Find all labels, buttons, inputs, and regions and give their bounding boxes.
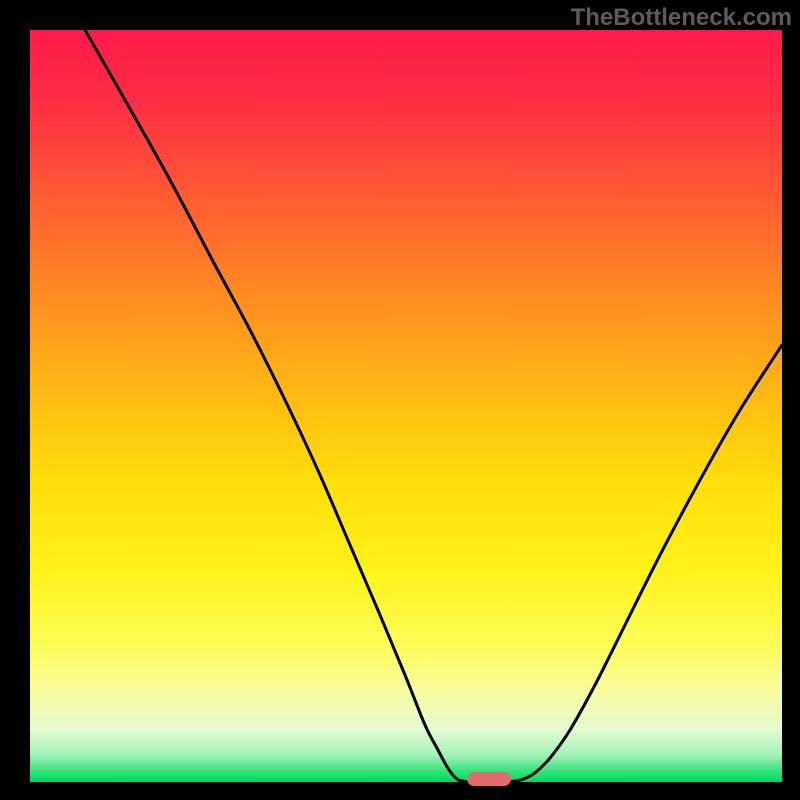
watermark-text: TheBottleneck.com [571,4,792,32]
bottleneck-curve [30,30,782,782]
chart-frame: TheBottleneck.com [0,0,800,800]
optimum-marker [467,772,511,786]
curve-path [85,30,782,782]
plot-area [30,30,782,782]
